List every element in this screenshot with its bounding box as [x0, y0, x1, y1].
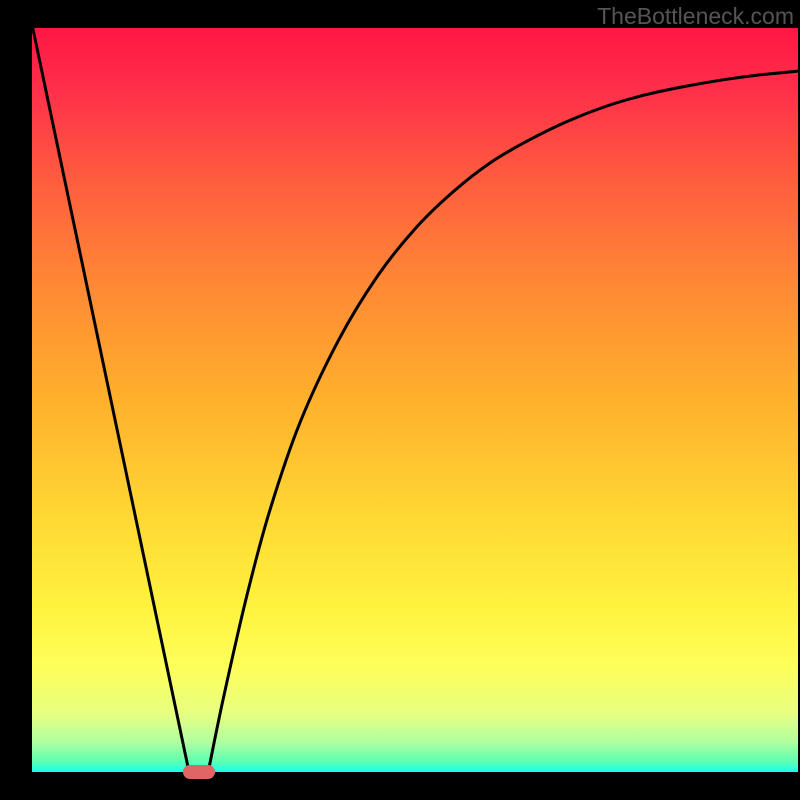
chart-svg [0, 0, 800, 800]
chart-container: TheBottleneck.com [0, 0, 800, 800]
watermark-text: TheBottleneck.com [597, 3, 794, 30]
optimal-marker [183, 765, 215, 779]
